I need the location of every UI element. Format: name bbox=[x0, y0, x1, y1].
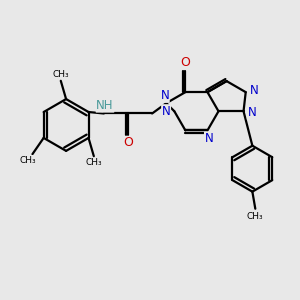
Text: N: N bbox=[162, 105, 170, 118]
Text: CH₃: CH₃ bbox=[85, 158, 102, 167]
Text: NH: NH bbox=[96, 99, 114, 112]
Text: CH₃: CH₃ bbox=[19, 155, 36, 164]
Text: CH₃: CH₃ bbox=[52, 70, 69, 79]
Text: N: N bbox=[250, 84, 259, 97]
Text: N: N bbox=[160, 89, 169, 102]
Text: O: O bbox=[123, 136, 133, 149]
Text: N: N bbox=[205, 132, 213, 145]
Text: CH₃: CH₃ bbox=[247, 212, 264, 221]
Text: N: N bbox=[248, 106, 256, 119]
Text: O: O bbox=[180, 56, 190, 69]
